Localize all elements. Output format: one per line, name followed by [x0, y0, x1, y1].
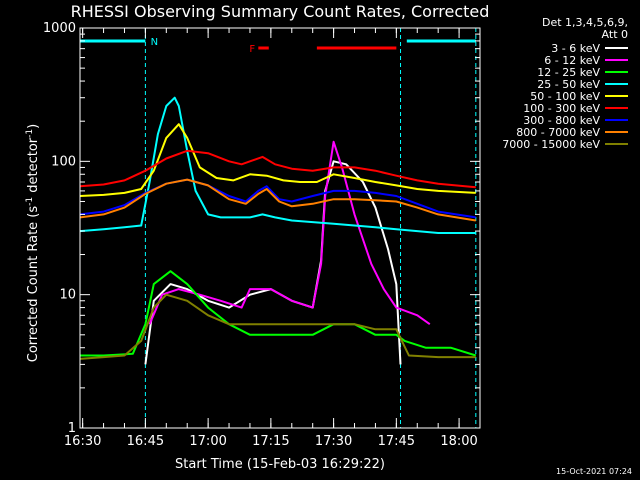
y-axis-label: Corrected Count Rate (s-1 detector-1): [25, 124, 41, 362]
y-tick-label: 10: [59, 288, 76, 303]
legend-label-0: 3 - 6 keV: [551, 42, 600, 55]
plot-frame: [79, 27, 481, 429]
axes: 1 10 100 1000 16:30 16:45 17:00 17:15 17:30 17:45…: [43, 21, 481, 449]
y-tick-label: 100: [51, 154, 76, 169]
y-tick-label: 1: [68, 421, 76, 436]
x-tick-label: 17:15: [252, 434, 289, 449]
x-tick-label: 17:00: [189, 434, 226, 449]
series-line-1: [148, 140, 431, 326]
legend-label-3: 25 - 50 keV: [537, 78, 600, 91]
y-tick-label: 1000: [43, 21, 76, 36]
series-group: [79, 96, 477, 365]
legend-header-detectors: Det 1,3,4,5,6,9,: [542, 16, 628, 29]
x-tick-label: 16:45: [127, 434, 164, 449]
legend-label-6: 300 - 800 keV: [523, 114, 600, 127]
legend-label-1: 6 - 12 keV: [544, 54, 600, 67]
series-line-5: [79, 149, 476, 189]
legend-label-5: 100 - 300 keV: [523, 102, 600, 115]
series-line-8: [79, 293, 476, 360]
x-tick-label: 17:45: [378, 434, 415, 449]
legend-label-4: 50 - 100 keV: [530, 90, 600, 103]
legend-label-8: 7000 - 15000 keV: [502, 138, 600, 151]
x-axis-label: Start Time (15-Feb-03 16:29:22): [175, 457, 385, 472]
series-line-7: [79, 178, 476, 222]
attribute-label-f: F: [249, 44, 255, 55]
series-line-4: [79, 123, 476, 197]
attribute-label-n: N: [151, 37, 158, 48]
x-tick-label: 17:30: [315, 434, 352, 449]
legend-label-7: 800 - 7000 keV: [516, 126, 600, 139]
chart-title: RHESSI Observing Summary Count Rates, Co…: [71, 2, 490, 21]
generated-timestamp: 15-Oct-2021 07:24: [556, 467, 632, 476]
x-tick-label: 18:00: [440, 434, 477, 449]
legend-label-2: 12 - 25 keV: [537, 66, 600, 79]
x-tick-label: 16:30: [64, 434, 101, 449]
plot-area: [144, 28, 477, 428]
legend-header-attenuator: Att 0: [602, 28, 628, 41]
attribute-bars: NF: [80, 37, 476, 55]
